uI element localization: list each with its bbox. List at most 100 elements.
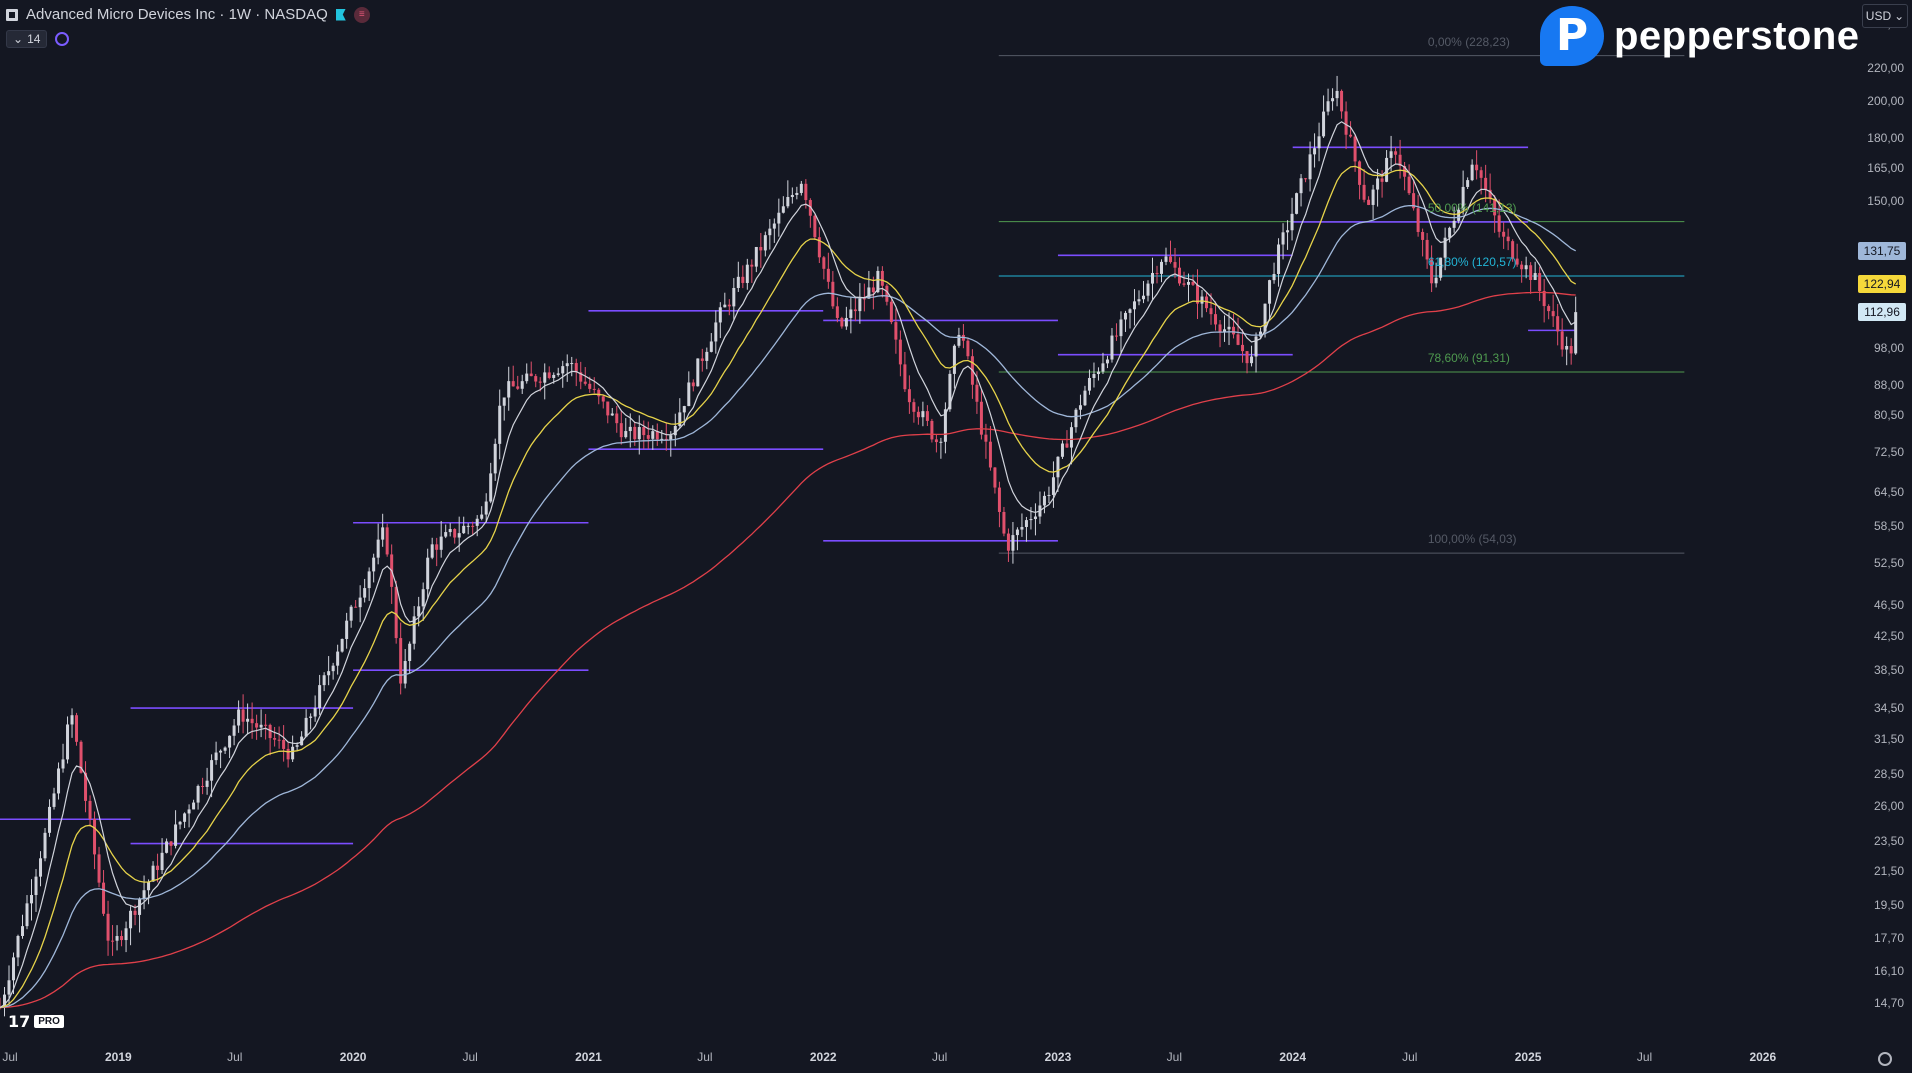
candle-body [1299, 178, 1303, 194]
candle-body [1290, 213, 1294, 231]
candle-body [97, 854, 101, 883]
candle-body [1457, 209, 1461, 221]
candle-body [313, 707, 317, 717]
chart-settings-icon[interactable] [1878, 1052, 1892, 1066]
currency-button[interactable]: USD ⌄ [1862, 4, 1908, 28]
candle-body [601, 396, 605, 402]
price-tick-label: 98,00 [1873, 340, 1904, 355]
price-tick-label: 180,00 [1867, 130, 1904, 145]
time-tick-label: 2023 [1044, 1050, 1072, 1064]
candle-body [381, 527, 385, 540]
candle-body [610, 413, 614, 416]
fib-level-label: 61,80% (120,57) [1427, 254, 1517, 269]
candle-body [678, 412, 682, 426]
candle-body [331, 665, 335, 672]
candle-body [1335, 90, 1339, 99]
candle-body [1065, 443, 1069, 448]
candle-body [349, 606, 353, 621]
candle-body [1209, 308, 1213, 315]
candle-body [1479, 170, 1483, 178]
tradingview-logo[interactable]: 17 PRO [8, 1012, 64, 1031]
candle-body [448, 529, 452, 533]
candle-body [1466, 180, 1470, 187]
candle-body [210, 760, 214, 781]
candle-body [502, 397, 506, 406]
candle-body [1556, 316, 1560, 332]
candle-body [1024, 520, 1028, 527]
candle-body [1060, 443, 1064, 457]
candle-body [1470, 164, 1474, 181]
candle-body [1425, 239, 1429, 260]
candle-body [1250, 356, 1254, 364]
candle-body [853, 309, 857, 312]
fib-level-label: 0,00% (228,23) [1427, 34, 1510, 49]
price-chart[interactable] [0, 0, 1840, 1040]
candle-body [219, 750, 223, 753]
candle-body [1313, 148, 1317, 155]
price-tick-label: 28,50 [1873, 766, 1904, 781]
candle-body [228, 735, 232, 748]
candle-body [957, 334, 961, 346]
time-tick-label: 2024 [1279, 1050, 1307, 1064]
candle-body [282, 739, 286, 749]
price-tick-label: 42,50 [1873, 629, 1904, 644]
candle-body [1349, 134, 1353, 137]
candle-body [3, 994, 7, 1008]
time-axis[interactable]: Jul 2019 Jul 2020 Jul 2021 Jul 2022 Jul 2023 Jul 20… [0, 1040, 1840, 1073]
price-tick-label: 58,50 [1873, 518, 1904, 533]
candle-body [1524, 265, 1528, 270]
candle-body [1268, 280, 1272, 304]
indicators-toggle-button[interactable]: ⌄ 14 [6, 30, 48, 48]
candle-body [723, 304, 727, 308]
candle-body [615, 413, 619, 424]
symbol-title[interactable]: Advanced Micro Devices Inc · 1W · NASDAQ [26, 6, 328, 23]
candle-body [471, 525, 475, 527]
candle-body [916, 411, 920, 418]
price-axis[interactable]: 250,00220,00200,00180,00165,00150,0098,0… [1840, 0, 1912, 1073]
candle-body [1259, 331, 1263, 337]
candle-body [1277, 244, 1281, 274]
price-tick-label: 21,50 [1873, 864, 1904, 879]
candle-body [115, 936, 119, 941]
flag-icon[interactable] [335, 8, 346, 21]
candle-body [232, 725, 236, 736]
candle-body [1101, 363, 1105, 372]
candle-body [1547, 306, 1551, 312]
candle-body [1358, 161, 1362, 185]
candle-body [826, 268, 830, 282]
candle-body [1484, 177, 1488, 190]
candle-body [651, 431, 655, 439]
chart-canvas[interactable] [0, 0, 1840, 1040]
candle-body [1533, 273, 1537, 280]
candle-body [493, 443, 497, 474]
candle-body [705, 351, 709, 361]
candle-body [1326, 101, 1330, 112]
candle-body [1304, 178, 1308, 180]
candle-body [1051, 477, 1055, 495]
candle-body [844, 317, 848, 327]
candle-body [259, 724, 263, 728]
candle-body [1542, 290, 1546, 307]
indicator-settings-icon[interactable] [55, 32, 70, 46]
candle-body [552, 374, 556, 378]
candle-body [795, 192, 799, 195]
candle-body [1155, 272, 1159, 274]
price-tick-label: 26,00 [1873, 798, 1904, 813]
candle-body [147, 881, 151, 891]
candle-body [570, 363, 574, 365]
candle-body [1150, 272, 1154, 284]
candle-body [808, 200, 812, 216]
candle-body [835, 306, 839, 318]
candle-body [1232, 326, 1236, 335]
price-tick-label: 88,00 [1873, 377, 1904, 392]
candle-body [1502, 231, 1506, 237]
candle-body [934, 439, 938, 443]
time-tick-label: 2019 [104, 1050, 132, 1064]
time-tick-label: 2025 [1514, 1050, 1542, 1064]
candle-body [1385, 157, 1389, 182]
time-tick-label: 2026 [1749, 1050, 1777, 1064]
candle-body [322, 675, 326, 686]
collapse-icon[interactable]: ≡ [353, 6, 370, 23]
candle-body [192, 802, 196, 810]
candle-body [988, 441, 992, 468]
